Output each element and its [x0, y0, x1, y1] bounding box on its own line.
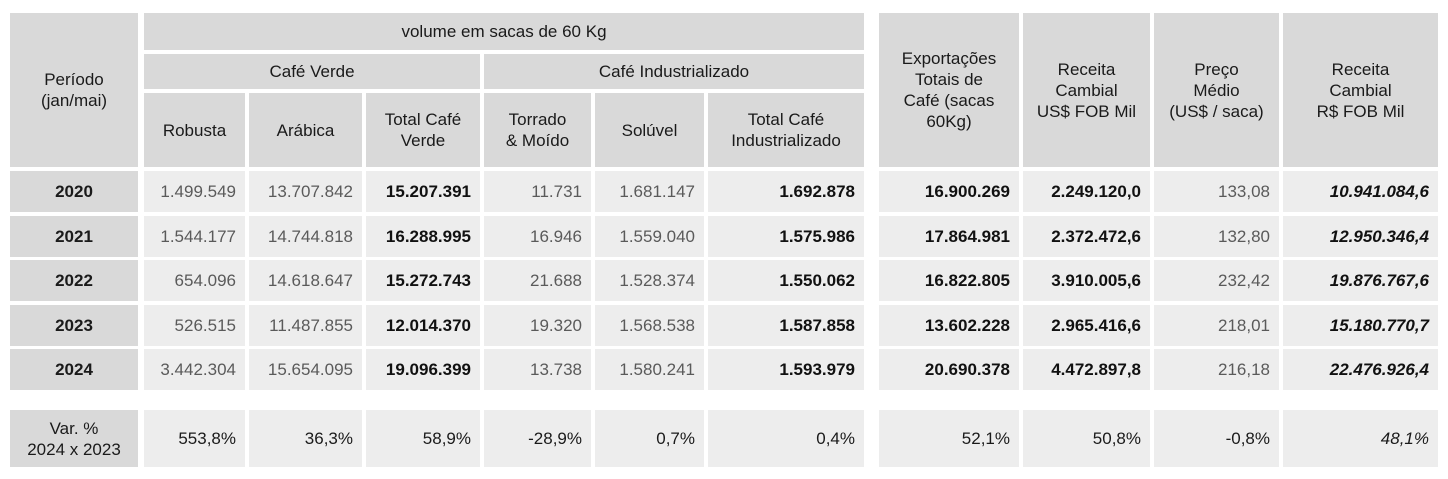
- var-cell-receita-brl: 48,1%: [1283, 410, 1438, 467]
- header-preco-medio: Preço Médio (US$ / saca): [1154, 13, 1279, 167]
- cell-total-cafe-verde: 15.207.391: [366, 171, 480, 212]
- header-receita-brl: Receita Cambial R$ FOB Mil: [1283, 13, 1438, 167]
- cell-preco-medio: 216,18: [1154, 349, 1279, 390]
- var-cell-total-cafe-industrializado: 0,4%: [708, 410, 864, 467]
- cell-receita-usd: 2.372.472,6: [1023, 216, 1150, 257]
- cell-total-cafe-verde: 16.288.995: [366, 216, 480, 257]
- var-cell-robusta: 553,8%: [144, 410, 245, 467]
- cell-preco-medio: 232,42: [1154, 260, 1279, 301]
- header-soluvel: Solúvel: [595, 93, 704, 167]
- header-arabica: Arábica: [249, 93, 362, 167]
- header-volume: volume em sacas de 60 Kg: [144, 13, 864, 50]
- cell-soluvel: 1.681.147: [595, 171, 704, 212]
- header-torrado-moido: Torrado & Moído: [484, 93, 591, 167]
- cell-periodo: 2021: [10, 216, 138, 257]
- cell-arabica: 14.744.818: [249, 216, 362, 257]
- cell-torrado-moido: 13.738: [484, 349, 591, 390]
- variation-label: Var. % 2024 x 2023: [10, 410, 138, 467]
- cell-soluvel: 1.568.538: [595, 305, 704, 346]
- cell-receita-brl: 10.941.084,6: [1283, 171, 1438, 212]
- cell-exportacoes: 16.900.269: [879, 171, 1019, 212]
- header-total-cafe-verde: Total Café Verde: [366, 93, 480, 167]
- cell-soluvel: 1.559.040: [595, 216, 704, 257]
- cell-preco-medio: 218,01: [1154, 305, 1279, 346]
- cell-preco-medio: 132,80: [1154, 216, 1279, 257]
- cell-receita-brl: 19.876.767,6: [1283, 260, 1438, 301]
- header-periodo: Período (jan/mai): [10, 13, 138, 167]
- cell-torrado-moido: 21.688: [484, 260, 591, 301]
- cell-robusta: 3.442.304: [144, 349, 245, 390]
- header-cafe-verde: Café Verde: [144, 54, 480, 89]
- var-cell-soluvel: 0,7%: [595, 410, 704, 467]
- cell-torrado-moido: 19.320: [484, 305, 591, 346]
- cell-total-cafe-verde: 15.272.743: [366, 260, 480, 301]
- header-robusta: Robusta: [144, 93, 245, 167]
- cell-total-cafe-industrializado: 1.587.858: [708, 305, 864, 346]
- cell-preco-medio: 133,08: [1154, 171, 1279, 212]
- cell-total-cafe-industrializado: 1.692.878: [708, 171, 864, 212]
- cell-periodo: 2023: [10, 305, 138, 346]
- cell-robusta: 1.499.549: [144, 171, 245, 212]
- cell-receita-brl: 12.950.346,4: [1283, 216, 1438, 257]
- var-cell-receita-usd: 50,8%: [1023, 410, 1150, 467]
- cell-periodo: 2022: [10, 260, 138, 301]
- cell-receita-usd: 2.249.120,0: [1023, 171, 1150, 212]
- cell-soluvel: 1.580.241: [595, 349, 704, 390]
- cell-robusta: 526.515: [144, 305, 245, 346]
- header-total-cafe-industrializado: Total Café Industrializado: [708, 93, 864, 167]
- cell-exportacoes: 16.822.805: [879, 260, 1019, 301]
- cell-receita-usd: 2.965.416,6: [1023, 305, 1150, 346]
- cell-torrado-moido: 11.731: [484, 171, 591, 212]
- header-exportacoes: Exportações Totais de Café (sacas 60Kg): [879, 13, 1019, 167]
- header-cafe-industrializado: Café Industrializado: [484, 54, 864, 89]
- cell-receita-brl: 22.476.926,4: [1283, 349, 1438, 390]
- cell-arabica: 13.707.842: [249, 171, 362, 212]
- cell-torrado-moido: 16.946: [484, 216, 591, 257]
- cell-exportacoes: 13.602.228: [879, 305, 1019, 346]
- cell-exportacoes: 20.690.378: [879, 349, 1019, 390]
- cell-periodo: 2024: [10, 349, 138, 390]
- var-cell-total-cafe-verde: 58,9%: [366, 410, 480, 467]
- cell-total-cafe-industrializado: 1.575.986: [708, 216, 864, 257]
- cell-total-cafe-verde: 12.014.370: [366, 305, 480, 346]
- cell-exportacoes: 17.864.981: [879, 216, 1019, 257]
- cell-total-cafe-industrializado: 1.593.979: [708, 349, 864, 390]
- cell-arabica: 11.487.855: [249, 305, 362, 346]
- var-cell-arabica: 36,3%: [249, 410, 362, 467]
- cell-periodo: 2020: [10, 171, 138, 212]
- var-cell-torrado-moido: -28,9%: [484, 410, 591, 467]
- cell-soluvel: 1.528.374: [595, 260, 704, 301]
- cell-receita-brl: 15.180.770,7: [1283, 305, 1438, 346]
- cell-receita-usd: 3.910.005,6: [1023, 260, 1150, 301]
- header-receita-usd: Receita Cambial US$ FOB Mil: [1023, 13, 1150, 167]
- cell-total-cafe-verde: 19.096.399: [366, 349, 480, 390]
- cell-arabica: 14.618.647: [249, 260, 362, 301]
- cell-receita-usd: 4.472.897,8: [1023, 349, 1150, 390]
- cell-robusta: 654.096: [144, 260, 245, 301]
- cell-robusta: 1.544.177: [144, 216, 245, 257]
- var-cell-exportacoes: 52,1%: [879, 410, 1019, 467]
- var-cell-preco-medio: -0,8%: [1154, 410, 1279, 467]
- cell-total-cafe-industrializado: 1.550.062: [708, 260, 864, 301]
- cell-arabica: 15.654.095: [249, 349, 362, 390]
